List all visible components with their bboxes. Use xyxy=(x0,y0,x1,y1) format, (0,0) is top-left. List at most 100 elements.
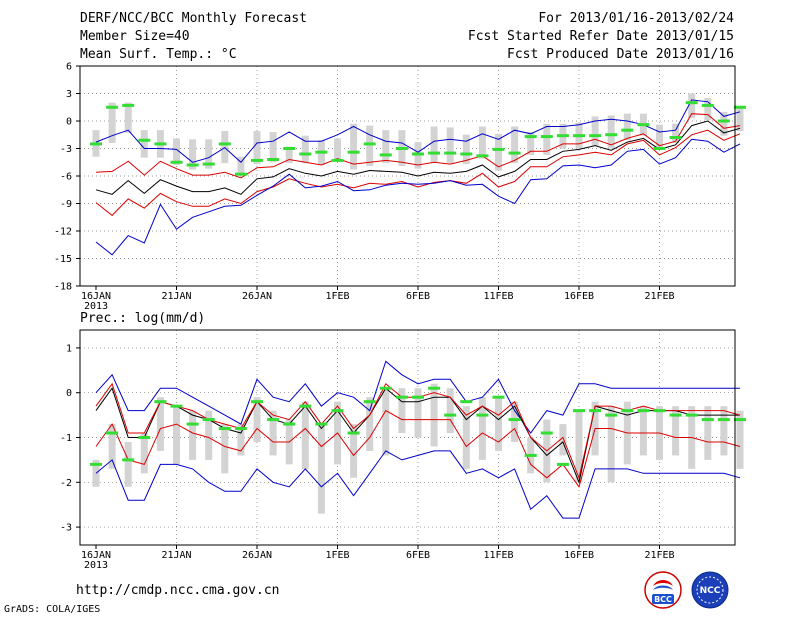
spread-box xyxy=(704,98,712,121)
spread-box xyxy=(366,397,374,451)
spread-box xyxy=(672,123,680,143)
y-tick-label: 3 xyxy=(66,89,72,100)
forecast-period: For 2013/01/16-2013/02/24 xyxy=(538,11,734,26)
spread-box xyxy=(430,383,438,447)
spread-box xyxy=(656,124,663,149)
spread-box xyxy=(495,133,502,171)
spread-box xyxy=(253,131,261,165)
plot-frame xyxy=(79,329,736,546)
spread-box xyxy=(221,424,229,474)
grads-credit: GrADS: COLA/IGES xyxy=(4,604,101,615)
forecast-produced-date: Fcst Produced Date 2013/01/16 xyxy=(507,47,734,62)
series-red-lower xyxy=(95,409,741,488)
spread-box xyxy=(237,156,245,174)
series-blue-lower xyxy=(95,450,741,519)
spread-box xyxy=(462,406,470,469)
x-tick-label: 16FEB xyxy=(564,291,594,302)
spread-box xyxy=(511,401,519,442)
y-tick-label: 0 xyxy=(66,117,72,128)
spread-box xyxy=(285,146,293,164)
spread-box xyxy=(382,130,390,164)
x-tick-label: 1FEB xyxy=(325,291,349,302)
x-tick-label: 11FEB xyxy=(483,291,513,302)
y-tick-label: -1 xyxy=(60,433,72,444)
series-blue-upper xyxy=(95,360,740,434)
spread-box xyxy=(108,102,116,143)
spread-box xyxy=(301,135,309,164)
ncc-logo-text: NCC xyxy=(700,586,721,596)
spread-box xyxy=(173,138,180,165)
x-tick-label: 21FEB xyxy=(644,291,674,302)
spread-box xyxy=(607,115,615,149)
spread-box xyxy=(639,406,647,456)
spread-box xyxy=(446,388,454,434)
temperature-panel: 6 3 0 -3 -6 -9 -12 -15 -18 16JAN 21JAN 26JAN 1FEB 6FE… xyxy=(54,62,746,312)
spread-box xyxy=(124,441,132,487)
y-tick-label: -18 xyxy=(54,282,72,293)
x-year-label: 2013 xyxy=(84,301,108,312)
spread-box xyxy=(672,406,680,456)
spread-box xyxy=(527,132,535,155)
spread-box xyxy=(430,126,438,164)
spread-box xyxy=(108,424,116,469)
x-year-label: 2013 xyxy=(84,560,108,571)
y-tick-label: 0 xyxy=(66,388,72,399)
spread-box xyxy=(124,102,132,133)
y-tick-label: -3 xyxy=(60,144,72,155)
spread-box xyxy=(237,424,245,456)
logos: BCC NCC xyxy=(644,571,729,609)
x-tick-label: 6FEB xyxy=(406,291,430,302)
bcc-logo-icon: BCC xyxy=(644,571,682,609)
y-tick-label: -9 xyxy=(60,199,72,210)
spread-box xyxy=(495,397,502,451)
spread-box xyxy=(253,397,261,442)
source-url[interactable]: http://cmdp.ncc.cma.gov.cn xyxy=(76,583,280,598)
spread-box xyxy=(269,132,277,163)
spread-box xyxy=(92,459,100,487)
x-tick-label: 1FEB xyxy=(325,550,349,561)
spread-box xyxy=(736,107,744,132)
x-tick-label: 26JAN xyxy=(242,550,272,561)
spread-box xyxy=(269,410,277,456)
y-tick-label: -3 xyxy=(60,523,72,534)
x-tick-label: 21FEB xyxy=(644,550,674,561)
spread-box xyxy=(704,406,712,460)
spread-box xyxy=(301,401,309,469)
spread-box xyxy=(317,424,325,514)
spread-box xyxy=(478,126,486,159)
y-tick-label: -6 xyxy=(60,172,72,183)
spread-box xyxy=(140,130,148,158)
x-tick-label: 16JAN xyxy=(81,550,111,561)
spread-box xyxy=(720,406,728,456)
spread-box xyxy=(511,126,519,164)
x-tick-label: 21JAN xyxy=(161,550,191,561)
spread-box xyxy=(189,410,197,460)
series-blue-lower xyxy=(95,138,741,256)
spread-box xyxy=(140,433,148,474)
x-tick-label: 21JAN xyxy=(161,291,191,302)
spread-box xyxy=(205,139,213,169)
spread-box xyxy=(736,410,744,469)
spread-box xyxy=(478,397,486,460)
spread-box xyxy=(559,424,567,456)
x-tick-label: 11FEB xyxy=(483,550,513,561)
spread-box xyxy=(366,125,374,166)
spread-box xyxy=(156,397,164,451)
spread-box xyxy=(382,388,390,456)
spread-box xyxy=(591,116,599,146)
spread-box xyxy=(205,410,213,460)
series-red-upper xyxy=(95,113,741,179)
spread-box xyxy=(462,134,470,165)
spread-box xyxy=(543,123,551,155)
temperature-variable-label: Mean Surf. Temp.: °C xyxy=(80,47,237,62)
spread-box xyxy=(414,388,422,438)
spread-box xyxy=(607,406,615,483)
ncc-logo-icon: NCC xyxy=(691,571,729,609)
spread-box xyxy=(350,424,358,478)
spread-box xyxy=(446,127,454,164)
series-mean xyxy=(95,120,741,195)
spread-box xyxy=(398,388,406,434)
x-tick-label: 16FEB xyxy=(564,550,594,561)
spread-box xyxy=(350,123,358,170)
x-tick-label: 26JAN xyxy=(242,291,272,302)
